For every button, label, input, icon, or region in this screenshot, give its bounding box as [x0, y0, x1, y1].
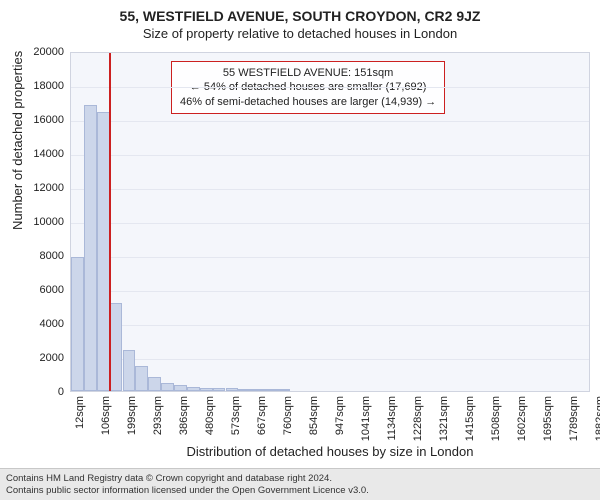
plot-area: 55 WESTFIELD AVENUE: 151sqm ← 54% of det… — [70, 52, 590, 392]
y-tick-label: 8000 — [14, 250, 64, 262]
histogram-bar — [84, 105, 97, 391]
x-tick-label: 293sqm — [152, 396, 164, 435]
x-tick-label: 1508sqm — [490, 396, 502, 441]
histogram-bar — [123, 350, 136, 391]
x-tick-label: 1415sqm — [464, 396, 476, 441]
histogram-bar — [148, 377, 161, 391]
x-tick-label: 1134sqm — [386, 396, 398, 440]
x-tick-label: 947sqm — [334, 396, 346, 435]
x-tick-label: 12sqm — [74, 396, 86, 429]
page-subtitle: Size of property relative to detached ho… — [0, 24, 600, 47]
x-tick-label: 386sqm — [178, 396, 190, 435]
y-tick-label: 20000 — [14, 46, 64, 58]
y-tick-label: 0 — [14, 386, 64, 398]
x-tick-label: 480sqm — [204, 396, 216, 435]
x-tick-label: 854sqm — [308, 396, 320, 435]
chart-frame: 55 WESTFIELD AVENUE: 151sqm ← 54% of det… — [70, 52, 590, 422]
grid-line — [71, 155, 589, 156]
y-tick-label: 18000 — [14, 80, 64, 92]
histogram-bar — [264, 389, 277, 391]
histogram-bar — [226, 388, 239, 391]
y-axis-title: Number of detached properties — [10, 51, 25, 230]
annotation-line3: 46% of semi-detached houses are larger (… — [180, 95, 436, 109]
grid-line — [71, 121, 589, 122]
footer: Contains HM Land Registry data © Crown c… — [0, 468, 600, 500]
x-axis-title: Distribution of detached houses by size … — [70, 444, 590, 459]
histogram-bar — [200, 388, 213, 391]
x-tick-label: 1882sqm — [594, 396, 600, 441]
histogram-bar — [110, 303, 123, 391]
x-tick-label: 1602sqm — [516, 396, 528, 441]
grid-line — [71, 189, 589, 190]
y-tick-label: 16000 — [14, 114, 64, 126]
page-title: 55, WESTFIELD AVENUE, SOUTH CROYDON, CR2… — [0, 0, 600, 24]
marker-line — [109, 53, 111, 391]
x-tick-label: 1321sqm — [438, 396, 450, 441]
y-tick-label: 10000 — [14, 216, 64, 228]
grid-line — [71, 325, 589, 326]
histogram-bar — [187, 387, 200, 391]
y-tick-label: 6000 — [14, 284, 64, 296]
grid-line — [71, 223, 589, 224]
y-tick-label: 12000 — [14, 182, 64, 194]
y-tick-label: 2000 — [14, 352, 64, 364]
x-tick-label: 760sqm — [282, 396, 294, 435]
grid-line — [71, 291, 589, 292]
grid-line — [71, 87, 589, 88]
x-tick-label: 1789sqm — [568, 396, 580, 441]
histogram-bar — [135, 366, 148, 392]
x-tick-label: 1695sqm — [542, 396, 554, 441]
y-tick-label: 14000 — [14, 148, 64, 160]
grid-line — [71, 359, 589, 360]
grid-line — [71, 257, 589, 258]
histogram-bar — [97, 112, 110, 391]
x-tick-label: 573sqm — [230, 396, 242, 435]
x-tick-label: 106sqm — [100, 396, 112, 435]
x-tick-label: 1228sqm — [412, 396, 424, 441]
x-tick-label: 1041sqm — [360, 396, 372, 441]
footer-line1: Contains HM Land Registry data © Crown c… — [6, 473, 594, 484]
footer-line2: Contains public sector information licen… — [6, 485, 594, 496]
histogram-bar — [238, 389, 251, 391]
histogram-bar — [213, 388, 226, 391]
y-tick-label: 4000 — [14, 318, 64, 330]
x-tick-label: 667sqm — [256, 396, 268, 435]
histogram-bar — [277, 389, 290, 391]
histogram-bar — [251, 389, 264, 391]
histogram-bar — [174, 385, 187, 391]
histogram-bar — [161, 383, 174, 392]
x-tick-label: 199sqm — [126, 396, 138, 435]
annotation-line1: 55 WESTFIELD AVENUE: 151sqm — [180, 66, 436, 80]
histogram-bar — [71, 257, 84, 391]
